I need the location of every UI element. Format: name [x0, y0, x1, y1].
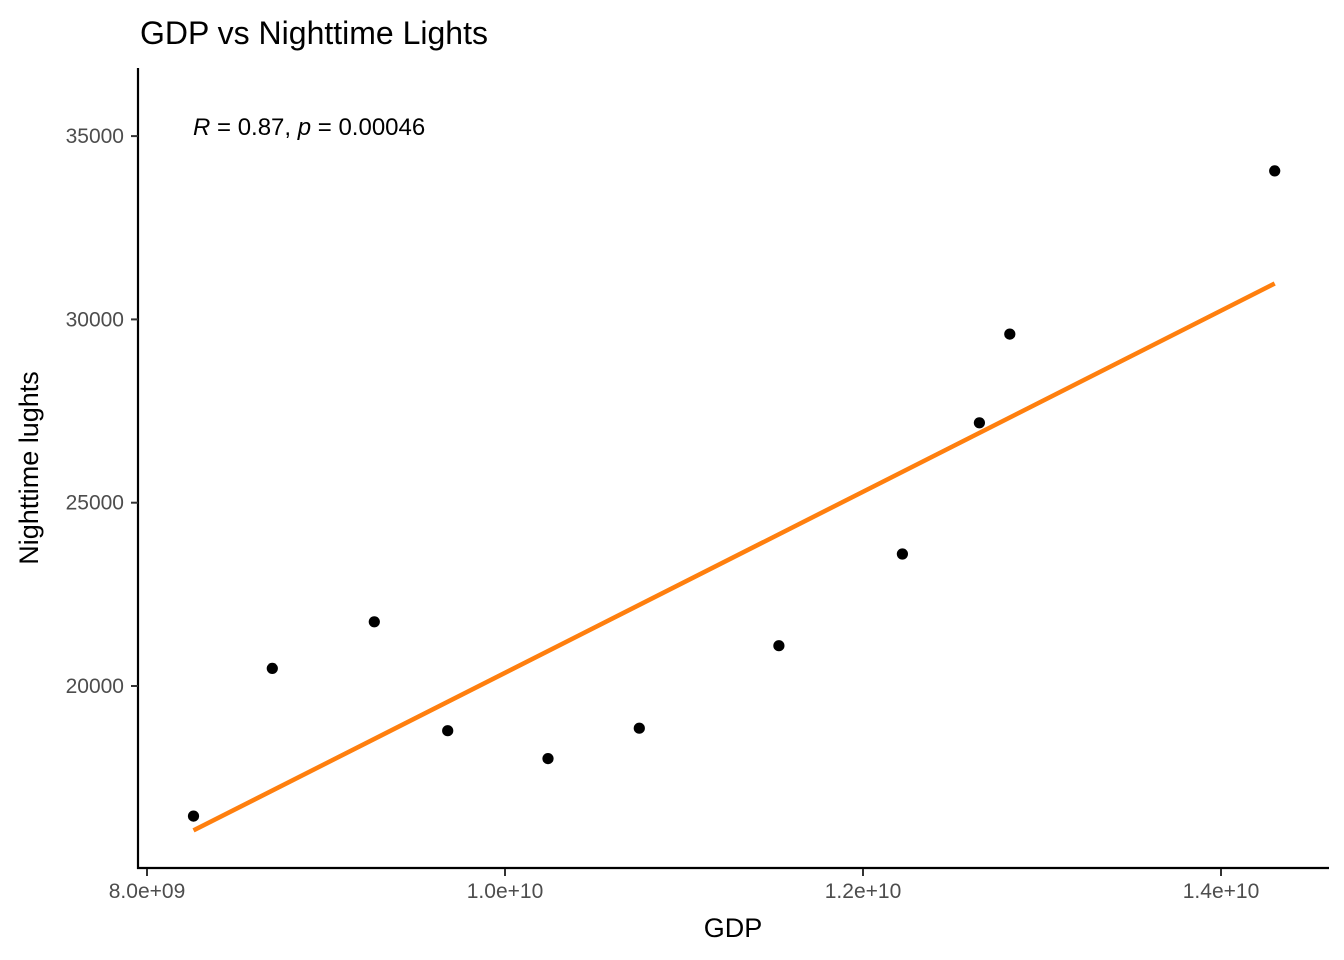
scatter-point — [368, 616, 380, 628]
y-tick-label: 35000 — [66, 125, 124, 148]
x-tick-label: 1.0e+10 — [467, 880, 544, 903]
p-symbol: p — [297, 114, 311, 141]
scatter-point — [1004, 328, 1016, 340]
x-tick-label: 8.0e+09 — [109, 880, 186, 903]
y-tick-label: 25000 — [66, 492, 124, 515]
regression-line — [192, 281, 1276, 833]
scatter-point — [773, 640, 785, 652]
r-symbol: R — [193, 114, 210, 141]
chart-title: GDP vs Nighttime Lights — [140, 15, 488, 51]
scatter-point — [442, 725, 454, 737]
y-tick-label: 20000 — [66, 675, 124, 698]
y-ticks: 20000 25000 30000 35000 — [66, 125, 138, 698]
scatter-point — [633, 722, 645, 734]
scatter-point — [973, 417, 986, 429]
x-tick-label: 1.2e+10 — [825, 880, 902, 903]
scatter-point — [266, 662, 278, 675]
scatter-point — [1269, 165, 1281, 177]
plot-area — [187, 165, 1281, 833]
scatter-point — [896, 548, 909, 560]
x-tick-label: 1.4e+10 — [1183, 880, 1260, 903]
r-value: = 0.87, — [210, 114, 297, 141]
fit-line-layer — [192, 281, 1276, 833]
y-tick-label: 30000 — [66, 308, 124, 331]
points-layer — [187, 165, 1281, 822]
p-value: = 0.00046 — [311, 114, 425, 141]
scatter-point — [187, 810, 200, 822]
x-ticks: 8.0e+09 1.0e+10 1.2e+10 1.4e+10 — [109, 869, 1260, 903]
correlation-annotation: R = 0.87, p = 0.00046 — [193, 114, 425, 141]
x-axis-title: GDP — [704, 913, 763, 943]
scatter-point — [542, 753, 554, 765]
y-axis-title: Nighttime lughts — [14, 371, 44, 565]
